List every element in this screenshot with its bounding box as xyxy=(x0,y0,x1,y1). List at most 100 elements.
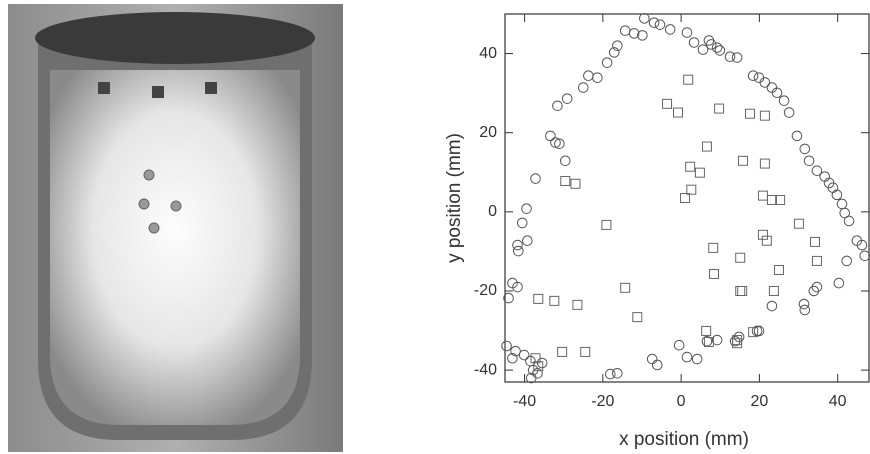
circle-point xyxy=(843,215,855,227)
circle-point xyxy=(507,352,518,364)
circle-point xyxy=(522,235,533,247)
circle-point xyxy=(639,13,650,24)
x-tick-label: 40 xyxy=(829,393,847,410)
circle-point xyxy=(833,277,845,289)
square-point xyxy=(533,293,544,304)
x-tick-label: -20 xyxy=(591,393,614,410)
circle-point xyxy=(601,57,613,68)
square-point xyxy=(701,141,712,152)
circle-point xyxy=(513,245,524,257)
circle-point xyxy=(612,367,623,379)
circle-point xyxy=(711,42,723,53)
circle-point xyxy=(731,52,743,63)
circle-point xyxy=(521,203,532,214)
clip xyxy=(98,82,110,94)
photo xyxy=(8,4,343,452)
bubble xyxy=(170,200,182,212)
square-point xyxy=(703,337,714,348)
square-point xyxy=(735,285,746,296)
circle-point xyxy=(628,28,640,39)
square-point xyxy=(773,265,784,276)
circle-point xyxy=(688,37,700,48)
circle-point xyxy=(691,353,703,365)
square-point xyxy=(757,190,768,201)
circle-point xyxy=(783,107,795,118)
circle-point xyxy=(501,340,512,352)
clip xyxy=(152,86,164,98)
square-point xyxy=(533,361,544,372)
circle-point xyxy=(577,82,589,93)
circle-point xyxy=(654,19,666,30)
circle-point xyxy=(512,281,523,293)
square-point xyxy=(572,299,583,310)
circle-point xyxy=(798,298,810,310)
circle-point xyxy=(799,304,811,316)
circle-point xyxy=(697,44,709,55)
circle-point xyxy=(791,130,803,142)
circle-point xyxy=(733,331,745,343)
square-point xyxy=(759,110,770,121)
circle-point xyxy=(545,130,556,142)
circle-point xyxy=(648,17,660,29)
x-tick-label: -40 xyxy=(513,393,536,410)
square-point xyxy=(708,242,719,253)
circle-point xyxy=(552,100,563,112)
square-point xyxy=(560,175,571,186)
circle-point xyxy=(778,95,790,106)
circle-point xyxy=(516,217,528,229)
square-point xyxy=(745,108,756,119)
plot-frame xyxy=(504,13,870,383)
circle-point xyxy=(637,30,648,41)
circle-point xyxy=(619,25,631,36)
square-point xyxy=(620,282,631,293)
circle-point xyxy=(753,72,765,84)
circle-point xyxy=(808,285,820,297)
square-point xyxy=(557,346,568,357)
x-tick-label: 20 xyxy=(751,393,769,410)
y-tick-label: 40 xyxy=(479,45,497,62)
circle-point xyxy=(714,45,726,56)
circle-point xyxy=(681,27,693,38)
y-tick-label: 20 xyxy=(479,124,497,141)
square-point xyxy=(714,103,725,114)
circle-point xyxy=(561,93,573,104)
square-point xyxy=(549,295,560,306)
circle-point xyxy=(592,72,603,84)
square-point xyxy=(685,161,696,172)
circle-point xyxy=(766,82,778,93)
circle-point xyxy=(583,70,594,82)
circle-point xyxy=(673,339,685,351)
circle-point xyxy=(512,239,523,251)
circle-point xyxy=(856,239,868,251)
bubble xyxy=(143,169,155,181)
square-point xyxy=(761,235,772,246)
circle-point xyxy=(759,77,771,88)
circle-point xyxy=(705,39,717,50)
y-tick-label: -40 xyxy=(474,361,497,378)
circle-point xyxy=(803,155,815,167)
circle-point xyxy=(612,40,623,51)
square-point xyxy=(757,229,768,240)
circle-point xyxy=(831,189,843,201)
square-point xyxy=(672,107,683,118)
circle-point xyxy=(604,368,616,380)
square-point xyxy=(737,285,748,296)
circle-point xyxy=(530,173,541,184)
square-point xyxy=(680,193,691,203)
square-point xyxy=(768,285,779,296)
circle-point xyxy=(681,351,693,363)
tank-lid xyxy=(35,12,315,64)
circle-point xyxy=(510,345,521,357)
circle-point xyxy=(711,334,723,346)
circle-point xyxy=(859,250,870,262)
square-point xyxy=(580,346,591,357)
square-point xyxy=(694,167,705,178)
circle-point xyxy=(747,70,759,82)
circle-point xyxy=(724,51,736,63)
circle-point xyxy=(841,255,852,267)
square-point xyxy=(686,184,697,195)
circle-point xyxy=(771,87,783,99)
x-axis-label: x position (mm) xyxy=(619,429,749,450)
square-point xyxy=(811,255,822,266)
